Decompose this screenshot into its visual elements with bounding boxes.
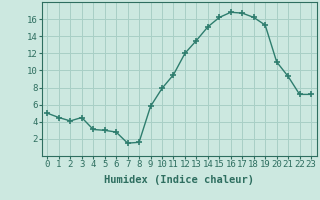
X-axis label: Humidex (Indice chaleur): Humidex (Indice chaleur): [104, 175, 254, 185]
